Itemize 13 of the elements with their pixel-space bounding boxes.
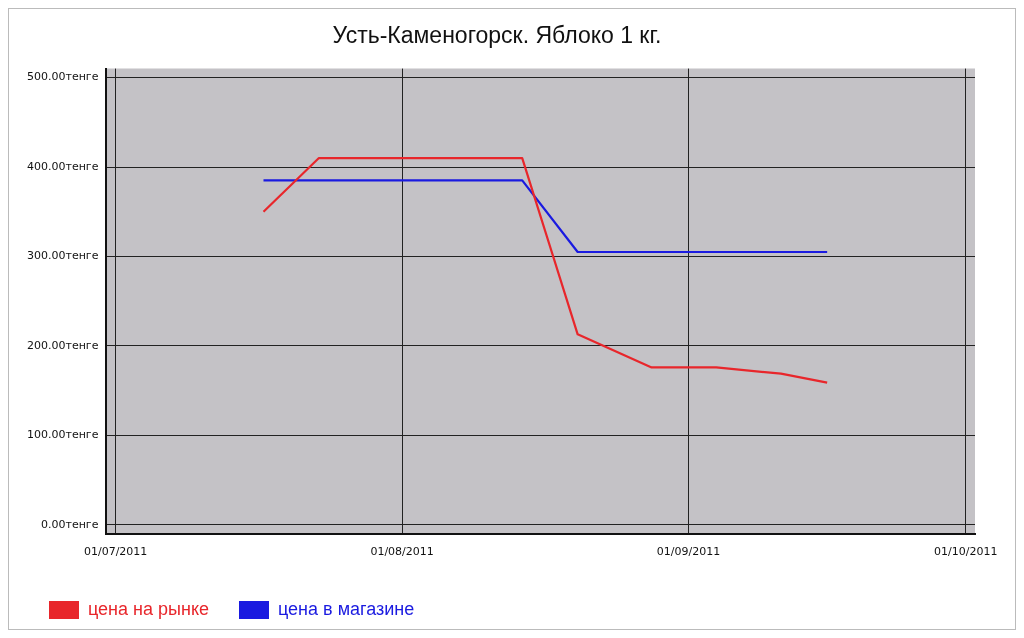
y-tick-label: 0.00тенге bbox=[41, 517, 99, 531]
y-tick-label: 100.00тенге bbox=[27, 428, 99, 442]
legend-label: цена в магазине bbox=[278, 598, 415, 619]
y-tick-label: 300.00тенге bbox=[27, 249, 99, 263]
y-tick-label: 400.00тенге bbox=[27, 159, 99, 173]
x-tick-label: 01/10/2011 bbox=[934, 545, 998, 559]
y-tick-label: 200.00тенге bbox=[27, 338, 99, 352]
y-tick-label: 500.00тенге bbox=[27, 70, 99, 84]
x-tick-label: 01/09/2011 bbox=[656, 545, 721, 559]
chart-title: Усть-Каменогорск. Яблоко 1 кг. bbox=[332, 22, 662, 49]
x-tick-label: 01/07/2011 bbox=[83, 545, 148, 559]
x-tick-label: 01/08/2011 bbox=[370, 545, 434, 559]
legend-label: цена на рынке bbox=[88, 598, 209, 619]
